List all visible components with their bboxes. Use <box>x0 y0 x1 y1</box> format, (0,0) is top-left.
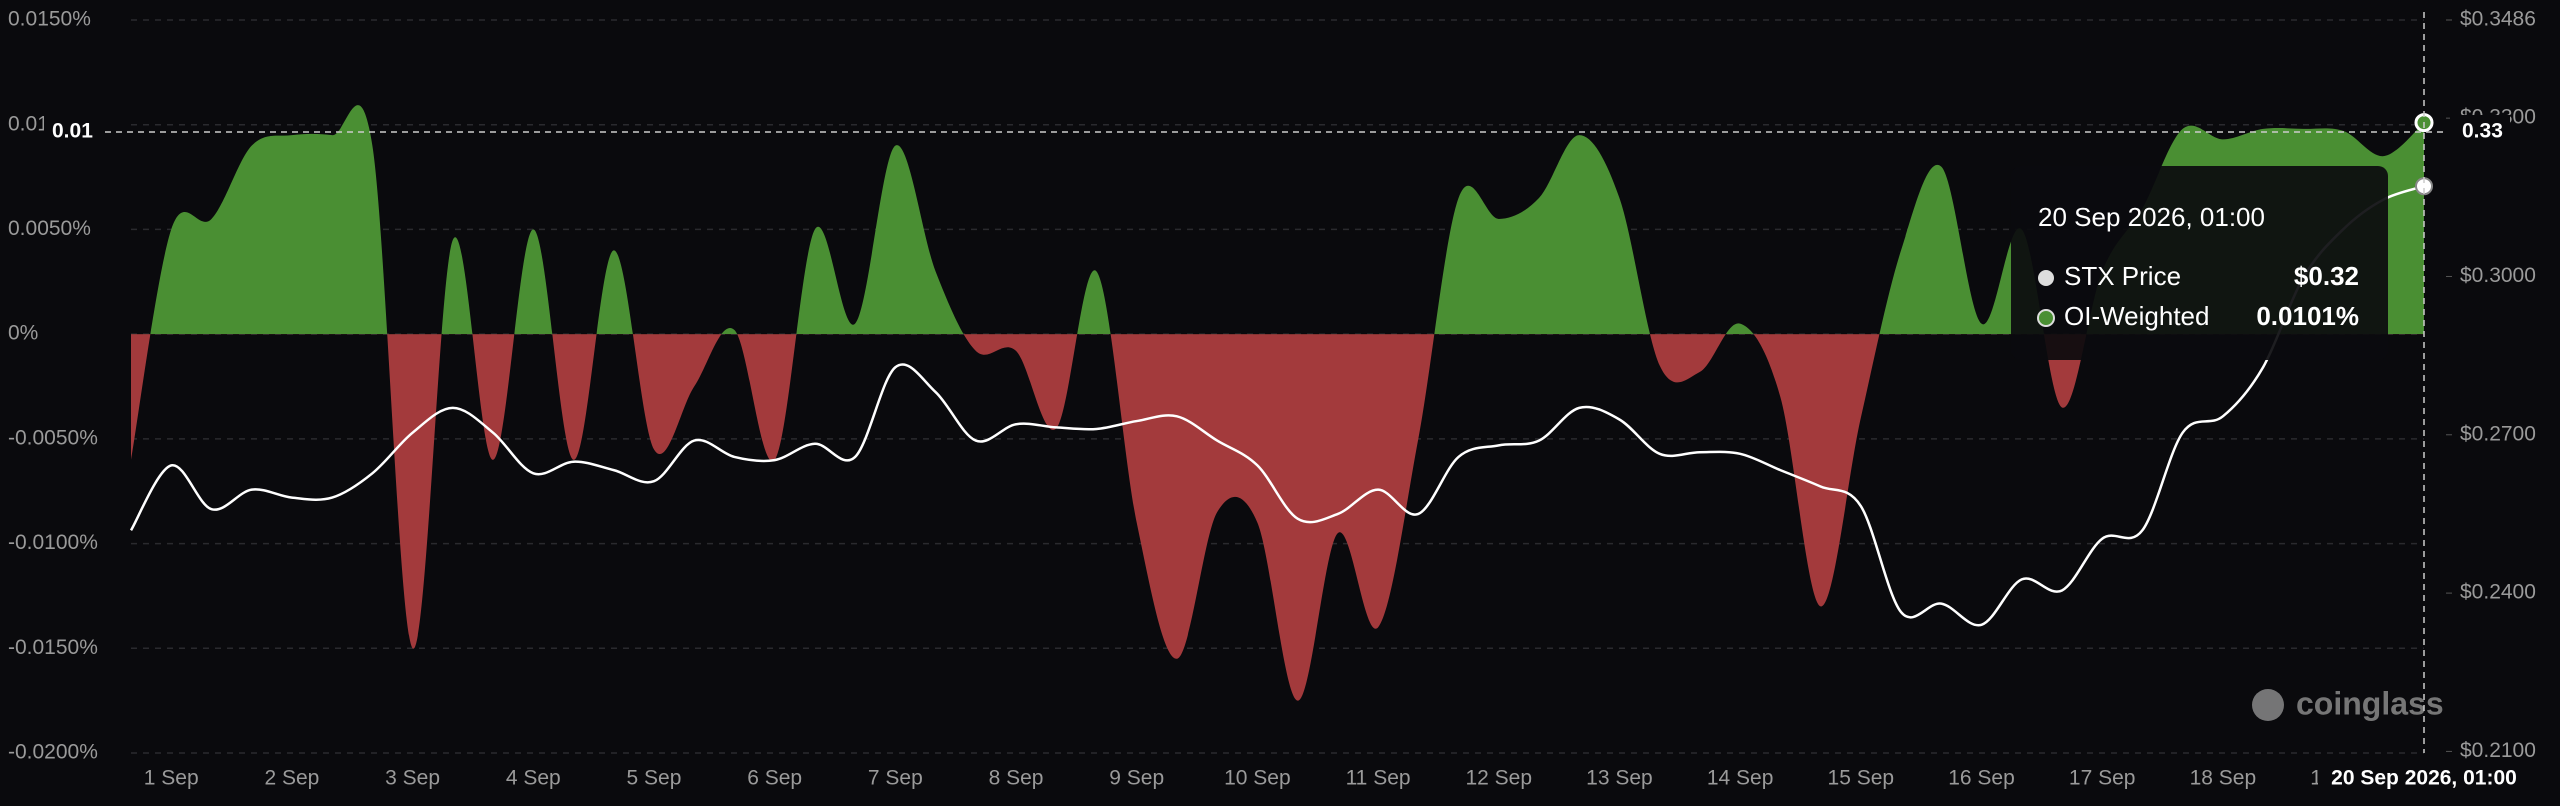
tooltip-dot <box>2037 309 2055 327</box>
y2-tick-label: $0.2100 <box>2460 739 2536 762</box>
tooltip-name: STX Price <box>2064 261 2181 291</box>
tooltip-dot <box>2038 270 2054 286</box>
x-tick-label: 11 Sep <box>1346 767 1411 790</box>
y-tick-label: 0% <box>8 322 38 345</box>
y-tick-label: 0.0150% <box>8 8 91 31</box>
overlay: 0.01 0.33 <box>44 12 2510 753</box>
x-tick-label: 13 Sep <box>1586 767 1653 790</box>
x-tick-label: 6 Sep <box>747 767 802 790</box>
y-tick-label: 0.0050% <box>8 217 91 240</box>
x-tick-label: 2 Sep <box>264 767 319 790</box>
tooltip-box <box>2011 166 2388 360</box>
y-tick-label: -0.0200% <box>8 741 98 764</box>
crosshair-label-box <box>44 115 104 149</box>
x-tick-label: 1 Sep <box>144 767 199 790</box>
crosshair-label-box <box>2450 115 2510 149</box>
x-tick-label: 5 Sep <box>627 767 682 790</box>
tooltip-title: 20 Sep 2026, 01:00 <box>2038 202 2265 232</box>
x-tick-label: 3 Sep <box>385 767 440 790</box>
x-crosshair-label: 20 Sep 2026, 01:00 <box>2331 767 2517 790</box>
y2-tick-label: $0.2400 <box>2460 581 2536 604</box>
watermark-text: coinglass <box>2296 685 2444 721</box>
negative-area <box>131 334 2424 701</box>
tooltip: 20 Sep 2026, 01:00 STX Price $0.32 OI-We… <box>2011 166 2388 360</box>
crosshair-label: 0.33 <box>2462 120 2503 143</box>
x-tick-label: 9 Sep <box>1109 767 1164 790</box>
y2-tick-label: $0.3486 <box>2460 8 2536 31</box>
price-line <box>129 185 2425 627</box>
x-tick-label: 16 Sep <box>1948 767 2015 790</box>
x-tick-label: 15 Sep <box>1828 767 1895 790</box>
y-tick-label: -0.0150% <box>8 636 98 659</box>
tooltip-value: 0.0101% <box>2256 301 2359 331</box>
x-crosshair-box <box>2318 760 2530 798</box>
x-tick-label: 8 Sep <box>989 767 1044 790</box>
y-tick-label: -0.0050% <box>8 426 98 449</box>
tooltip-name: OI-Weighted <box>2064 301 2209 331</box>
x-tick-label: 17 Sep <box>2069 767 2136 790</box>
y-tick-label: -0.0100% <box>8 531 98 554</box>
x-tick-label: 4 Sep <box>506 767 561 790</box>
x-tick-label: 7 Sep <box>868 767 923 790</box>
x-tick-label: 12 Sep <box>1465 767 1532 790</box>
x-tick-label: 10 Sep <box>1224 767 1291 790</box>
watermark: coinglass <box>2252 685 2444 721</box>
tooltip-value: $0.32 <box>2294 261 2359 291</box>
x-tick-label: 18 Sep <box>2190 767 2257 790</box>
x-tick-label: 14 Sep <box>1707 767 1774 790</box>
y2-tick-label: $0.2700 <box>2460 422 2536 445</box>
watermark-icon <box>2252 689 2284 721</box>
crosshair-label: 0.01 <box>52 120 93 143</box>
y2-tick-label: $0.3000 <box>2460 264 2536 287</box>
